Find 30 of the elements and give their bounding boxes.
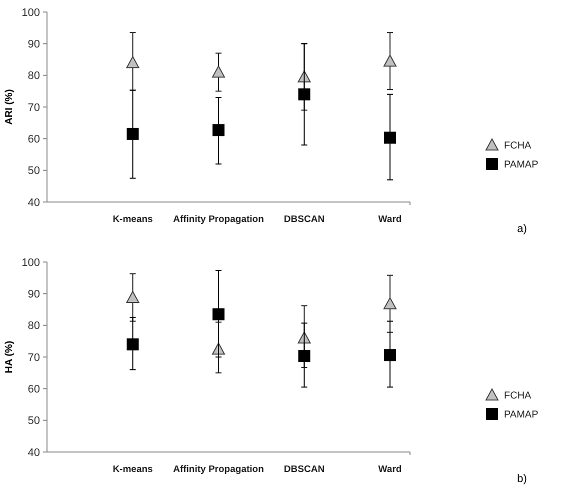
y-tick-label: 80 (28, 70, 40, 82)
y-tick-label: 90 (28, 38, 40, 51)
x-tick-label: K-means (112, 214, 153, 225)
x-tick-label: DBSCAN (284, 464, 325, 475)
y-tick-label: 80 (28, 320, 40, 332)
y-axis-title: ARI (%) (4, 89, 15, 125)
y-tick-label: 100 (22, 256, 40, 269)
y-tick-label: 50 (28, 165, 40, 178)
y-tick-label: 60 (28, 134, 40, 146)
text: b) (517, 473, 527, 485)
y-tick-label: 40 (28, 196, 40, 209)
legend-label: FCHA (504, 390, 532, 402)
x-tick-label: Affinity Propagation (173, 214, 264, 225)
legend-label: PAMAP (504, 410, 539, 420)
legend-label: FCHA (504, 140, 532, 152)
y-tick-label: 50 (28, 415, 40, 428)
legend-label: PAMAP (504, 160, 539, 170)
y-tick-label: 40 (28, 446, 40, 459)
y-axis-title: HA (%) (4, 340, 15, 374)
y-tick-label: 70 (28, 102, 40, 114)
y-tick-label: 60 (28, 384, 40, 396)
x-tick-label: Affinity Propagation (173, 464, 264, 475)
y-tick-label: 100 (22, 6, 40, 19)
x-tick-label: Ward (378, 464, 402, 475)
y-tick-label: 90 (28, 288, 40, 301)
text: a) (517, 223, 527, 235)
x-tick-label: K-means (112, 464, 153, 475)
x-tick-label: Ward (378, 214, 402, 225)
y-tick-label: 70 (28, 352, 40, 364)
x-tick-label: DBSCAN (284, 214, 325, 225)
